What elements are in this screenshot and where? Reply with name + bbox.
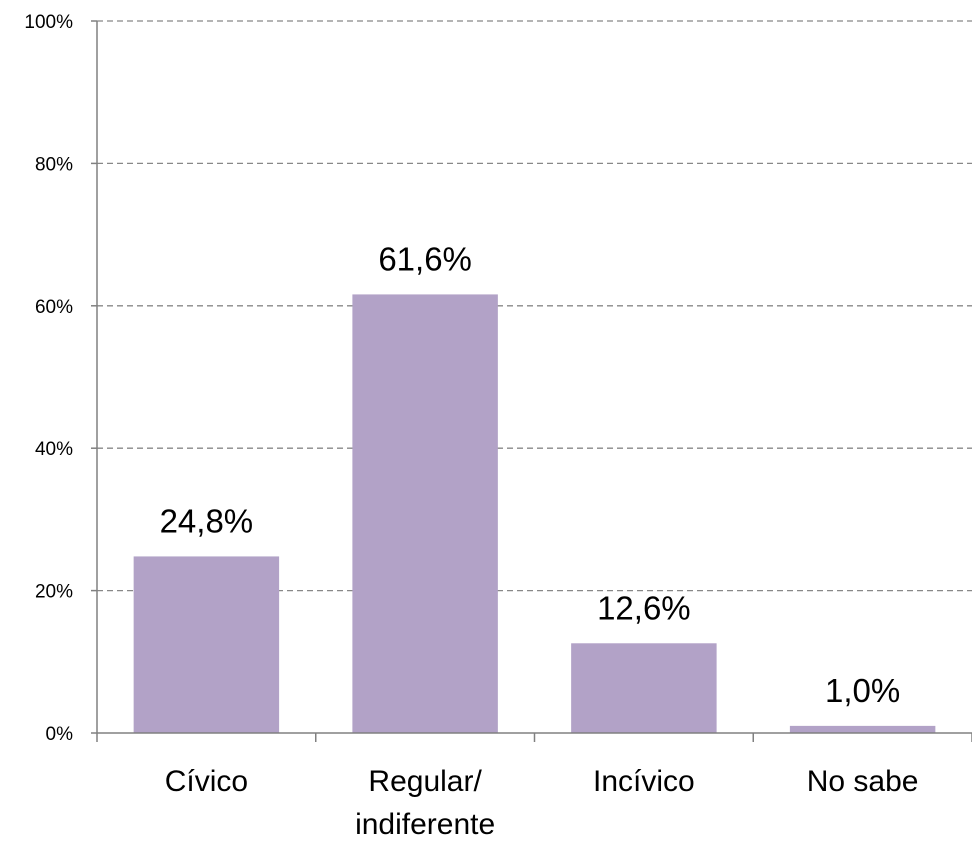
y-tick-label: 60% (35, 297, 73, 318)
y-tick-label: 100% (24, 12, 73, 33)
bars (133, 294, 936, 733)
data-label: 24,8% (160, 502, 254, 539)
bar-1 (133, 556, 280, 733)
bar-3 (571, 643, 717, 733)
data-labels: 24,8% 61,6% 12,6% 1,0% (160, 240, 901, 708)
y-tick-label: 80% (35, 154, 73, 175)
data-label: 61,6% (378, 240, 472, 277)
category-label: Regular/indiferente (355, 765, 495, 841)
axes (91, 20, 972, 742)
bar-4 (789, 725, 936, 733)
y-tick-labels: 0% 20% 40% 60% 80% 100% (24, 12, 73, 745)
bar-2 (352, 294, 498, 733)
category-labels: Cívico Regular/indiferente Incívico No sabe (165, 765, 919, 841)
category-label: Incívico (593, 765, 695, 798)
category-label: Cívico (165, 765, 248, 798)
y-tick-label: 0% (46, 724, 74, 745)
category-label: No sabe (807, 765, 919, 798)
data-label: 1,0% (825, 672, 900, 709)
data-label: 12,6% (597, 589, 691, 626)
y-tick-label: 40% (35, 439, 73, 460)
y-tick-label: 20% (35, 582, 73, 603)
